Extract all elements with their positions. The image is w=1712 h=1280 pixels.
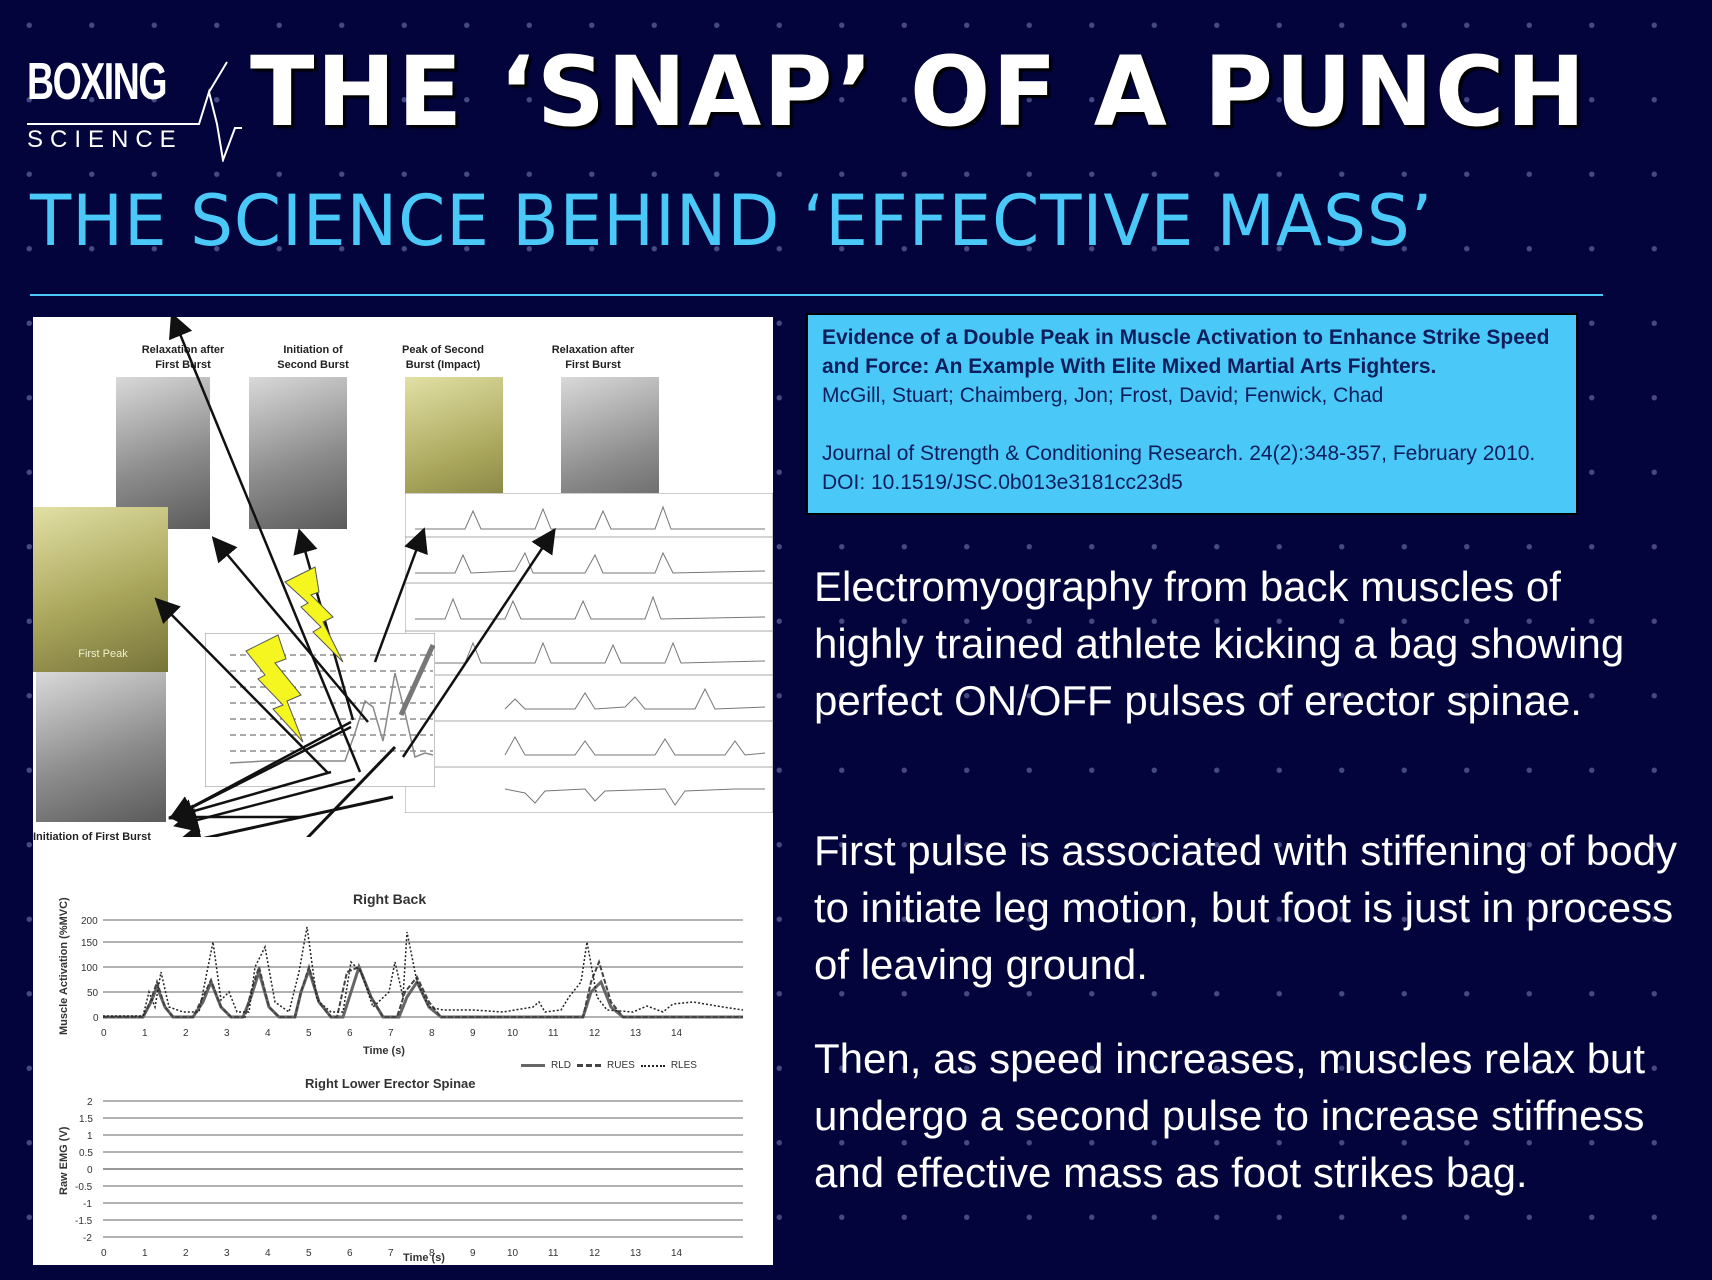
svg-text:0: 0 xyxy=(101,1248,107,1259)
svg-text:10: 10 xyxy=(507,1028,519,1039)
svg-text:8: 8 xyxy=(429,1028,435,1039)
svg-text:4: 4 xyxy=(265,1028,271,1039)
svg-text:13: 13 xyxy=(630,1248,642,1259)
svg-text:6: 6 xyxy=(347,1028,353,1039)
first-peak-label: First Peak xyxy=(78,648,128,660)
svg-text:10: 10 xyxy=(507,1248,519,1259)
svg-text:9: 9 xyxy=(470,1028,476,1039)
header-divider xyxy=(30,294,1603,296)
lightning-bolt-icon xyxy=(284,566,344,663)
chart-xlabel-time: Time (s) xyxy=(363,1045,405,1057)
legend-swatch-dashed xyxy=(577,1064,602,1067)
svg-text:2: 2 xyxy=(87,1097,93,1108)
svg-text:5: 5 xyxy=(306,1248,312,1259)
photo-initiation-second-burst xyxy=(249,377,347,529)
body-paragraph-3: Then, as speed increases, muscles relax … xyxy=(814,1035,1646,1196)
rles-x-ticks: 0 1 2 3 4 5 6 7 8 9 10 11 12 13 14 xyxy=(101,1248,683,1259)
photo-caption-2: Initiation of Second Burst xyxy=(277,344,349,371)
page-title: THE ‘SNAP’ OF A PUNCH xyxy=(250,36,1588,148)
emg-inset-chart xyxy=(205,633,435,787)
photo-relaxation-first-burst xyxy=(116,377,210,529)
chart-title-rles: Right Lower Erector Spinae xyxy=(305,1076,476,1091)
svg-text:2: 2 xyxy=(183,1028,189,1039)
lightning-bolt-icon xyxy=(245,634,304,743)
photo-caption-3: Peak of Second Burst (Impact) xyxy=(402,344,484,371)
svg-text:0: 0 xyxy=(93,1013,99,1024)
svg-text:200: 200 xyxy=(81,916,98,927)
annotation-arrows xyxy=(172,745,397,837)
emg-strip-charts xyxy=(405,493,773,813)
svg-text:0: 0 xyxy=(87,1165,93,1176)
svg-text:12: 12 xyxy=(589,1248,601,1259)
svg-text:11: 11 xyxy=(548,1248,559,1259)
photo-caption-4: Relaxation after First Burst xyxy=(551,344,635,371)
svg-text:12: 12 xyxy=(589,1028,601,1039)
citation-doi: DOI: 10.1519/JSC.0b013e3181cc23d5 xyxy=(822,471,1183,494)
citation-authors: McGill, Stuart; Chaimberg, Jon; Frost, D… xyxy=(822,384,1384,407)
heartbeat-line-icon xyxy=(27,61,242,162)
logo-text-boxing: BOXING xyxy=(27,53,168,111)
photo-first-peak xyxy=(33,507,168,672)
svg-text:14: 14 xyxy=(671,1248,683,1259)
citation-journal: Journal of Strength & Conditioning Resea… xyxy=(822,442,1536,465)
svg-text:9: 9 xyxy=(470,1248,476,1259)
body-paragraph-2: First pulse is associated with stiffenin… xyxy=(814,827,1677,988)
body-paragraph-1: Electromyography from back muscles of hi… xyxy=(814,563,1625,724)
chart-xlabel-time-2: Time (s) xyxy=(403,1252,445,1264)
svg-text:0.5: 0.5 xyxy=(79,1148,93,1159)
citation-title-2: and Force: An Example With Elite Mixed M… xyxy=(822,355,1437,378)
svg-text:7: 7 xyxy=(388,1248,394,1259)
page-subtitle: THE SCIENCE BEHIND ‘EFFECTIVE MASS’ xyxy=(30,180,1434,262)
svg-text:8: 8 xyxy=(429,1248,435,1259)
svg-text:-0.5: -0.5 xyxy=(75,1182,93,1193)
svg-text:1: 1 xyxy=(87,1131,93,1142)
photo-initiation-first-burst xyxy=(36,672,166,822)
svg-text:50: 50 xyxy=(87,988,99,999)
svg-text:-1.5: -1.5 xyxy=(75,1216,93,1227)
logo-text-science: SCIENCE xyxy=(27,126,183,153)
emg-figure-panel: Relaxation after First Burst Initiation o… xyxy=(33,317,773,1265)
svg-text:4: 4 xyxy=(265,1248,271,1259)
svg-text:150: 150 xyxy=(81,938,98,949)
photo-caption-1: Relaxation after First Burst xyxy=(141,344,225,371)
legend-swatch-solid xyxy=(521,1064,545,1067)
svg-text:6: 6 xyxy=(347,1248,353,1259)
legend-swatch-dotted xyxy=(640,1064,665,1067)
citation-box: Evidence of a Double Peak in Muscle Acti… xyxy=(806,313,1578,515)
rles-chart: 2 1.5 1 0.5 0 -0.5 -1 -1.5 -2 xyxy=(75,1097,743,1244)
boxing-science-logo: BOXING SCIENCE xyxy=(27,52,242,162)
svg-text:3: 3 xyxy=(224,1028,230,1039)
chart-title-right-back: Right Back xyxy=(353,891,427,907)
chart-legend: RLD RUES RLES xyxy=(521,1060,697,1071)
svg-text:11: 11 xyxy=(548,1028,559,1039)
svg-text:7: 7 xyxy=(388,1028,394,1039)
svg-text:3: 3 xyxy=(224,1248,230,1259)
svg-text:0: 0 xyxy=(101,1028,107,1039)
arrows-overlay xyxy=(154,527,556,833)
svg-text:1: 1 xyxy=(142,1028,148,1039)
svg-text:1.5: 1.5 xyxy=(79,1114,93,1125)
svg-text:14: 14 xyxy=(671,1028,683,1039)
svg-text:5: 5 xyxy=(306,1028,312,1039)
svg-text:-2: -2 xyxy=(83,1233,92,1244)
svg-text:-1: -1 xyxy=(83,1199,92,1210)
initiation-first-burst-label: Initiation of First Burst xyxy=(33,831,151,843)
citation-title-1: Evidence of a Double Peak in Muscle Acti… xyxy=(822,326,1550,349)
svg-text:100: 100 xyxy=(81,963,98,974)
svg-text:13: 13 xyxy=(630,1028,642,1039)
svg-text:2: 2 xyxy=(183,1248,189,1259)
svg-text:1: 1 xyxy=(142,1248,148,1259)
grey-arrow xyxy=(398,643,436,717)
